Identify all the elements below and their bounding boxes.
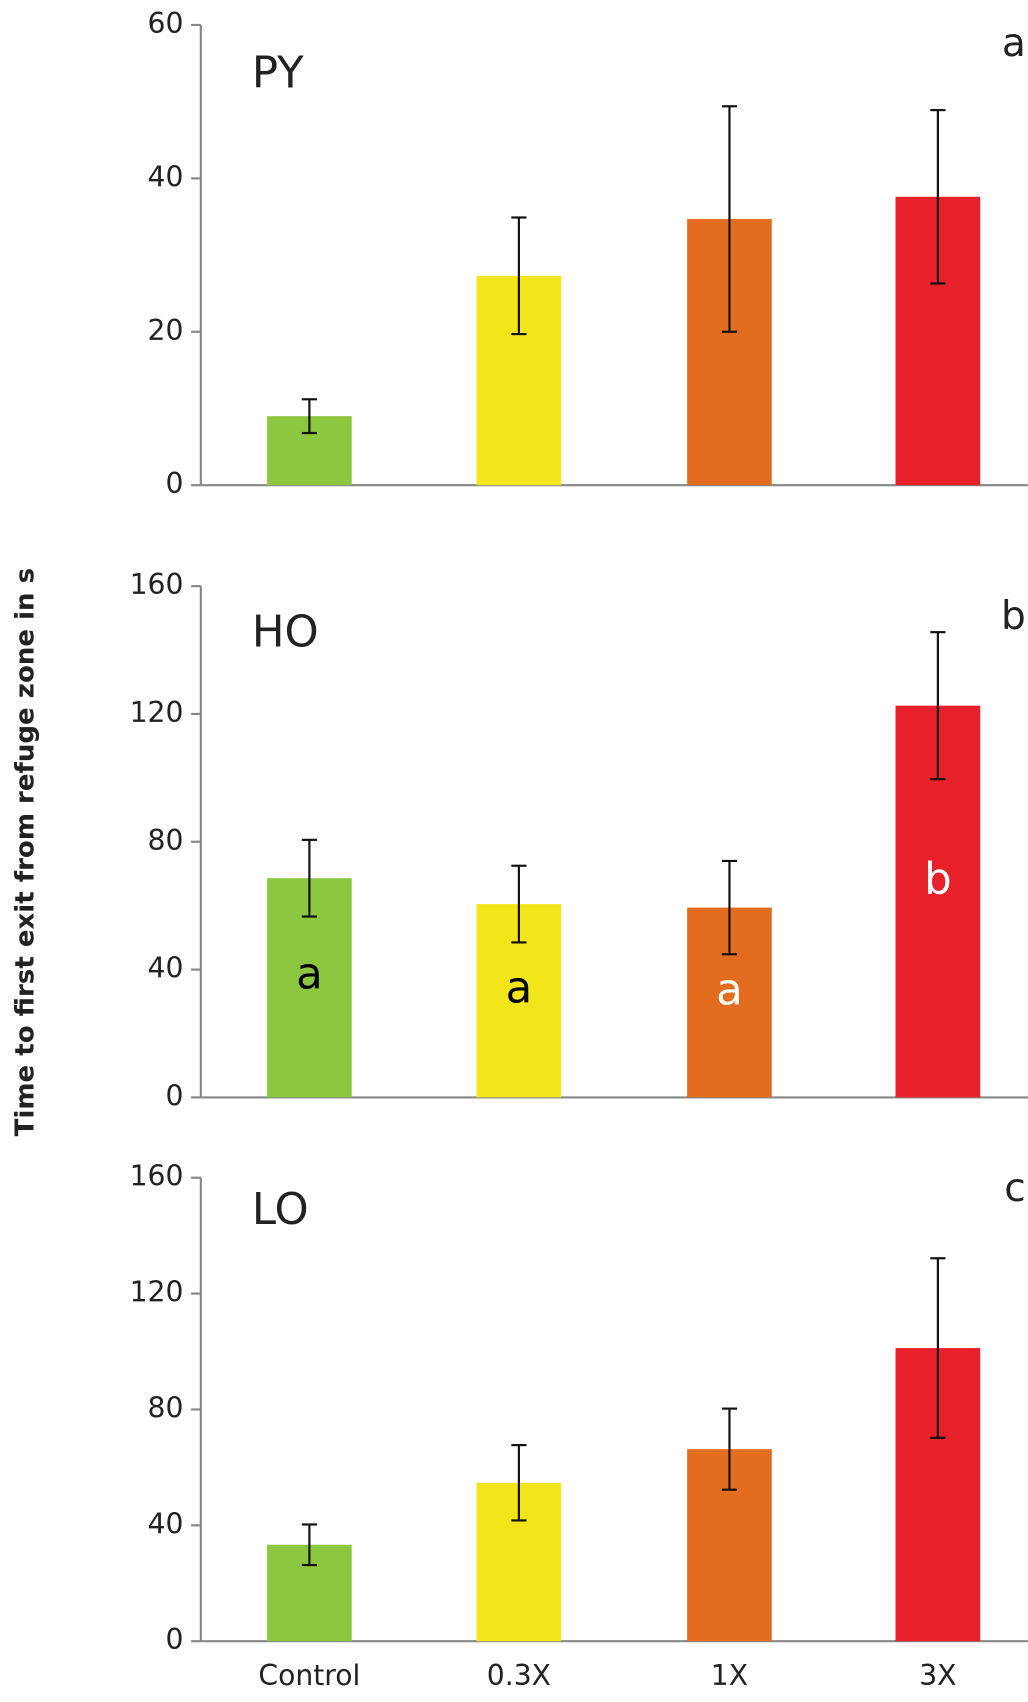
- y-tick-label: 120: [130, 1276, 184, 1309]
- error-bar: [301, 1523, 317, 1567]
- error-bar: [930, 109, 946, 285]
- y-tick-label: 120: [130, 696, 184, 729]
- y-tick-label: 40: [148, 160, 184, 193]
- panel-label: b: [1001, 594, 1026, 639]
- panel-title: HO: [252, 607, 319, 657]
- panel-label: c: [1004, 1166, 1025, 1211]
- error-bar: [930, 1257, 946, 1439]
- significance-label: b: [924, 854, 952, 904]
- error-bar: [511, 216, 527, 336]
- error-bar: [721, 859, 738, 956]
- x-tick-label: 3X: [919, 1659, 956, 1692]
- y-tick-label: 0: [166, 1079, 184, 1112]
- y-tick-label: 40: [148, 952, 184, 985]
- error-bar: [301, 838, 317, 918]
- panel-label: a: [1002, 21, 1026, 66]
- y-tick-label: 80: [148, 824, 184, 857]
- error-bar: [511, 864, 527, 944]
- x-tick-label: 1X: [711, 1659, 748, 1692]
- error-bar: [930, 631, 946, 781]
- error-bar: [721, 105, 738, 333]
- y-tick-label: 40: [148, 1507, 184, 1540]
- significance-label: a: [506, 964, 533, 1014]
- y-tick-label: 20: [148, 314, 184, 347]
- y-tick-label: 80: [148, 1391, 184, 1424]
- y-tick-label: 0: [166, 1623, 184, 1656]
- error-bar: [511, 1444, 527, 1522]
- y-tick-label: 160: [130, 568, 184, 601]
- y-tick-label: 60: [148, 7, 184, 40]
- y-axis-label: Time to first exit from refuge zone in s: [11, 568, 41, 1137]
- x-tick-label: 0.3X: [487, 1659, 551, 1692]
- y-tick-label: 160: [130, 1160, 184, 1193]
- error-bar: [301, 398, 317, 435]
- significance-label: a: [296, 949, 323, 999]
- y-tick-label: 0: [166, 467, 184, 500]
- panel-title: PY: [252, 48, 304, 98]
- panel-title: LO: [252, 1185, 309, 1235]
- significance-label: a: [716, 966, 743, 1016]
- error-bar: [721, 1407, 738, 1491]
- x-tick-label: Control: [258, 1659, 360, 1692]
